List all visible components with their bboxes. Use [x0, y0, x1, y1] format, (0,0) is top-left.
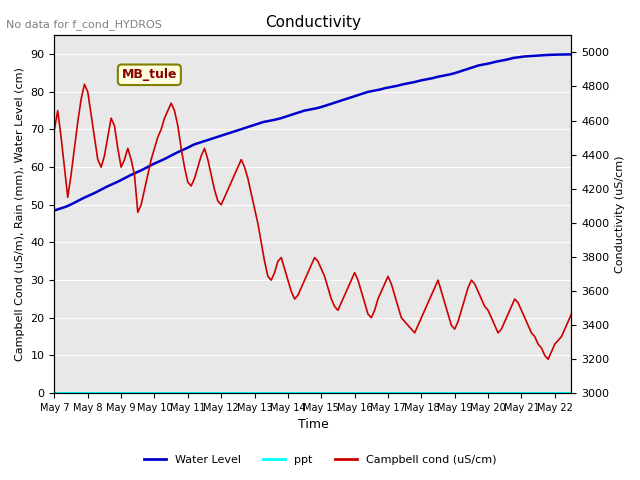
Water Level	[411, 79, 419, 85]
Campbell cond (uS/cm)	[248, 191, 255, 196]
Water Level	[545, 52, 552, 58]
Legend: Water Level, ppt, Campbell cond (uS/cm): Water Level, ppt, Campbell cond (uS/cm)	[140, 451, 500, 469]
Water Level	[51, 207, 58, 213]
Water Level	[568, 51, 575, 57]
Campbell cond (uS/cm)	[184, 180, 192, 185]
Campbell cond (uS/cm)	[51, 127, 58, 132]
Line: Campbell cond (uS/cm): Campbell cond (uS/cm)	[54, 84, 572, 359]
Text: MB_tule: MB_tule	[122, 68, 177, 81]
Campbell cond (uS/cm)	[568, 311, 575, 317]
Water Level	[207, 136, 215, 142]
Y-axis label: Conductivity (uS/cm): Conductivity (uS/cm)	[615, 156, 625, 273]
ppt	[338, 390, 346, 396]
Water Level	[481, 61, 488, 67]
ppt	[280, 390, 288, 396]
Campbell cond (uS/cm)	[361, 300, 369, 306]
Campbell cond (uS/cm)	[411, 330, 419, 336]
ppt	[108, 390, 116, 396]
Campbell cond (uS/cm)	[471, 281, 479, 287]
X-axis label: Time: Time	[298, 419, 328, 432]
ppt	[396, 390, 403, 396]
Campbell cond (uS/cm)	[544, 356, 552, 362]
Y-axis label: Campbell Cond (uS/m), Rain (mm), Water Level (cm): Campbell Cond (uS/m), Rain (mm), Water L…	[15, 67, 25, 361]
Water Level	[120, 176, 128, 181]
ppt	[568, 390, 575, 396]
ppt	[223, 390, 230, 396]
ppt	[452, 390, 460, 396]
Text: No data for f_cond_HYDROS: No data for f_cond_HYDROS	[6, 19, 163, 30]
Title: Conductivity: Conductivity	[265, 15, 361, 30]
ppt	[510, 390, 518, 396]
Campbell cond (uS/cm)	[81, 82, 88, 87]
Campbell cond (uS/cm)	[268, 277, 275, 283]
ppt	[51, 390, 58, 396]
Line: Water Level: Water Level	[54, 54, 572, 210]
ppt	[166, 390, 173, 396]
Water Level	[492, 59, 500, 65]
